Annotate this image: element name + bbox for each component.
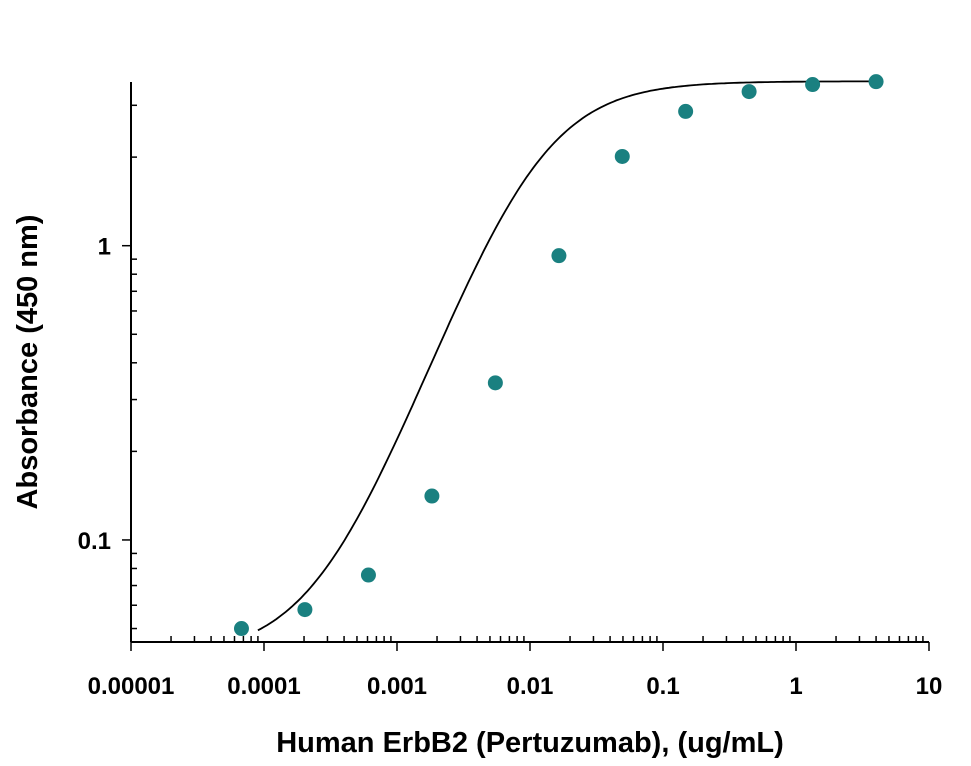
- data-points: [233, 74, 884, 637]
- y-axis-title: Absorbance (450 nm): [12, 215, 44, 510]
- data-point: [297, 602, 313, 618]
- y-tick-label: 1: [98, 234, 111, 261]
- x-tick-label: 0.01: [507, 673, 554, 700]
- y-axis: 0.11: [78, 82, 137, 642]
- x-tick-label: 0.00001: [88, 673, 175, 700]
- x-tick-label: 0.1: [646, 673, 679, 700]
- data-point: [424, 488, 440, 504]
- data-point: [233, 621, 249, 637]
- data-point: [805, 77, 821, 93]
- x-axis-title: Human ErbB2 (Pertuzumab), (ug/mL): [276, 727, 784, 759]
- data-point: [487, 375, 503, 391]
- data-point: [868, 74, 884, 90]
- data-point: [551, 248, 567, 264]
- x-tick-label: 0.0001: [227, 673, 300, 700]
- x-tick-label: 10: [916, 673, 943, 700]
- fit-curve: [257, 80, 877, 632]
- data-point: [360, 567, 376, 583]
- y-tick-label: 0.1: [78, 528, 111, 555]
- x-axis: 0.00001 0.0001 0.001 0.01 0.1 1 10: [88, 636, 943, 700]
- x-tick-label: 1: [789, 673, 802, 700]
- data-point: [678, 103, 694, 119]
- x-tick-label: 0.001: [367, 673, 427, 700]
- data-point: [741, 84, 757, 100]
- data-point: [614, 148, 630, 164]
